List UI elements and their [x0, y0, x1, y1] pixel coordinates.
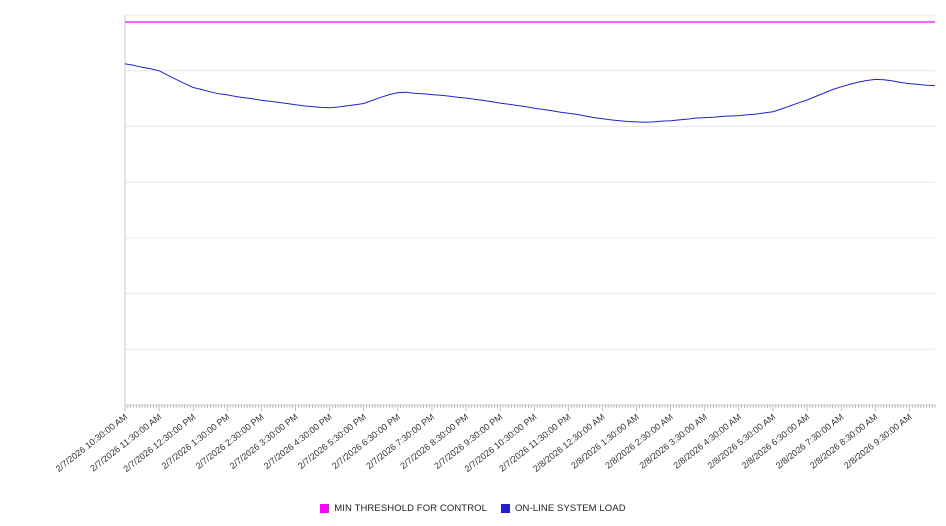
legend-label-system-load: ON-LINE SYSTEM LOAD: [515, 503, 626, 514]
legend-item-min-threshold[interactable]: MIN THRESHOLD FOR CONTROL: [320, 503, 487, 514]
x-axis-labels: 2/7/2026 10:30:00 AM2/7/2026 11:30:00 AM…: [54, 412, 914, 474]
system-load-line: [124, 63, 936, 123]
legend-swatch-min-threshold: [320, 504, 330, 513]
legend-swatch-system-load: [501, 504, 511, 513]
legend-item-system-load[interactable]: ON-LINE SYSTEM LOAD: [501, 503, 626, 514]
x-axis-ticks: [124, 405, 936, 411]
axes: [124, 15, 935, 406]
gridlines: [125, 14, 935, 406]
legend-label-min-threshold: MIN THRESHOLD FOR CONTROL: [334, 503, 488, 514]
chart-legend: MIN THRESHOLD FOR CONTROL ON-LINE SYSTEM…: [0, 503, 946, 514]
